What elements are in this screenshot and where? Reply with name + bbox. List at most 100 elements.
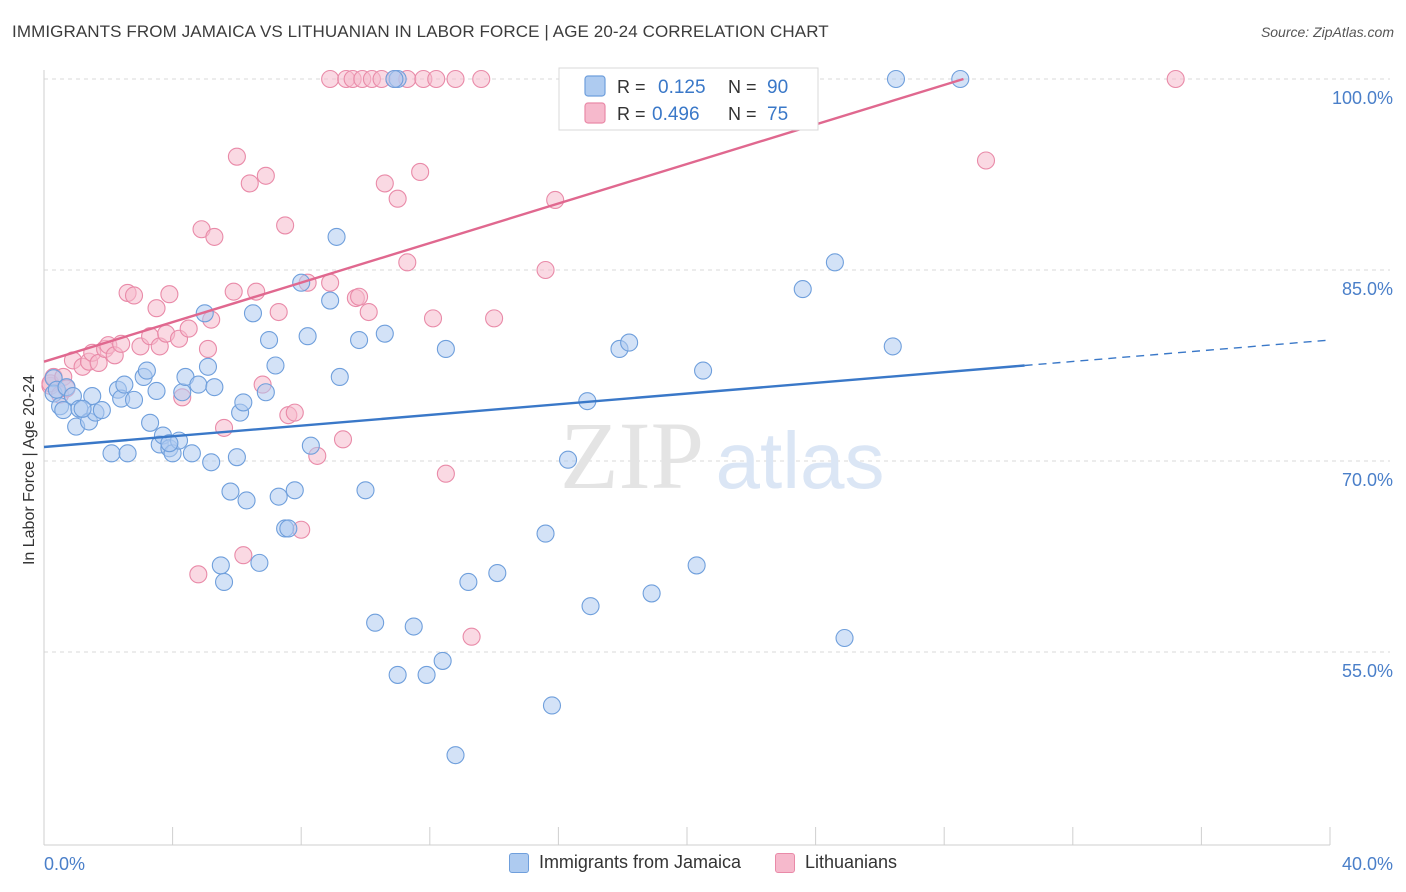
data-point: [356, 481, 375, 500]
data-point: [375, 174, 394, 193]
data-point: [221, 482, 240, 501]
data-point: [250, 553, 269, 572]
data-point: [350, 330, 369, 350]
data-point: [147, 381, 166, 401]
data-point: [388, 665, 407, 684]
data-point: [411, 162, 430, 182]
data-point: [118, 444, 137, 463]
data-point: [298, 327, 317, 346]
legend-swatch-lithuanians: [584, 102, 606, 124]
legend-label-lithuanians: Lithuanians: [804, 852, 898, 872]
data-point: [333, 430, 353, 449]
data-point: [124, 390, 144, 409]
legend-swatch-blue: [508, 852, 529, 873]
watermark-atlas: atlas: [716, 416, 885, 505]
data-point: [446, 746, 465, 765]
data-point: [581, 597, 600, 616]
data-point: [488, 564, 507, 583]
data-point: [1166, 69, 1185, 89]
data-point: [227, 448, 246, 467]
data-point: [137, 361, 156, 380]
data-point: [160, 434, 179, 453]
data-point: [350, 287, 369, 306]
data-point: [459, 572, 478, 592]
x-tick-label: 0.0%: [44, 854, 85, 874]
data-point: [398, 253, 417, 272]
source-label: Source: ZipAtlas.com: [1260, 24, 1394, 40]
data-point: [883, 337, 902, 356]
y-tick-label: 85.0%: [1342, 279, 1393, 299]
data-point: [536, 524, 555, 543]
trend-line-extension: [1024, 339, 1331, 367]
data-point: [285, 403, 304, 422]
data-point: [285, 481, 304, 500]
data-point: [359, 302, 378, 322]
trend-lines: [43, 77, 1331, 449]
gridlines: [44, 78, 1390, 653]
data-point: [417, 665, 436, 684]
data-point: [835, 628, 854, 648]
data-point: [198, 357, 218, 376]
data-point: [256, 383, 275, 402]
y-tick-label: 100.0%: [1332, 88, 1393, 108]
data-point: [433, 651, 452, 670]
legend-r-value-1: 0.125: [658, 77, 706, 98]
data-point: [558, 450, 578, 469]
data-point: [141, 413, 160, 432]
data-point: [182, 444, 201, 463]
data-point: [227, 147, 246, 166]
data-point: [259, 330, 279, 350]
data-point: [211, 556, 230, 575]
data-point: [536, 260, 555, 280]
series-jamaica: [44, 69, 970, 765]
data-point: [256, 166, 275, 185]
data-point: [446, 69, 465, 89]
data-point: [462, 627, 481, 646]
legend-n-label-2: N =: [728, 104, 757, 124]
data-point: [436, 339, 455, 358]
trend-line: [43, 77, 964, 363]
data-point: [825, 253, 844, 272]
y-tick-label: 70.0%: [1342, 470, 1393, 490]
data-point: [92, 401, 111, 420]
data-point: [436, 464, 455, 483]
data-point: [886, 69, 906, 89]
data-point: [620, 333, 639, 352]
legend-top: R = 0.125 N = 90 R = 0.496 N = 75: [558, 67, 819, 131]
data-point: [234, 546, 253, 565]
data-point: [330, 367, 349, 387]
data-point: [485, 309, 504, 328]
legend-bottom: Immigrants from Jamaica Lithuanians: [0, 852, 1406, 873]
watermark: ZIP atlas: [560, 402, 884, 509]
legend-n-value-1: 90: [767, 77, 788, 98]
legend-swatch-jamaica: [584, 75, 606, 97]
data-point: [266, 356, 285, 375]
data-point: [694, 361, 713, 380]
data-point: [472, 69, 491, 89]
data-point: [687, 556, 706, 575]
data-point: [279, 519, 298, 538]
tick-labels: 55.0% 70.0% 85.0% 100.0% 0.0% 40.0%: [44, 88, 1393, 874]
data-point: [375, 324, 394, 343]
data-point: [423, 309, 443, 328]
data-point: [214, 572, 234, 592]
data-point: [73, 399, 92, 418]
data-point: [147, 299, 166, 318]
legend-item-lithuanians[interactable]: Lithuanians: [774, 852, 898, 873]
data-point: [276, 216, 295, 235]
data-point: [124, 286, 144, 305]
axes: [43, 70, 1331, 846]
data-point: [793, 280, 812, 299]
y-axis-title: In Labor Force | Age 20-24: [21, 374, 38, 566]
data-point: [160, 285, 179, 304]
data-point: [214, 418, 234, 437]
data-point: [243, 304, 263, 323]
y-tick-label: 55.0%: [1342, 661, 1393, 681]
data-point: [301, 436, 320, 455]
legend-item-jamaica[interactable]: Immigrants from Jamaica: [508, 852, 741, 873]
x-tick-label: 40.0%: [1342, 854, 1393, 874]
data-point: [102, 444, 121, 463]
data-point: [198, 339, 218, 358]
data-point: [224, 282, 243, 301]
chart-title: IMMIGRANTS FROM JAMAICA VS LITHUANIAN IN…: [12, 22, 829, 41]
